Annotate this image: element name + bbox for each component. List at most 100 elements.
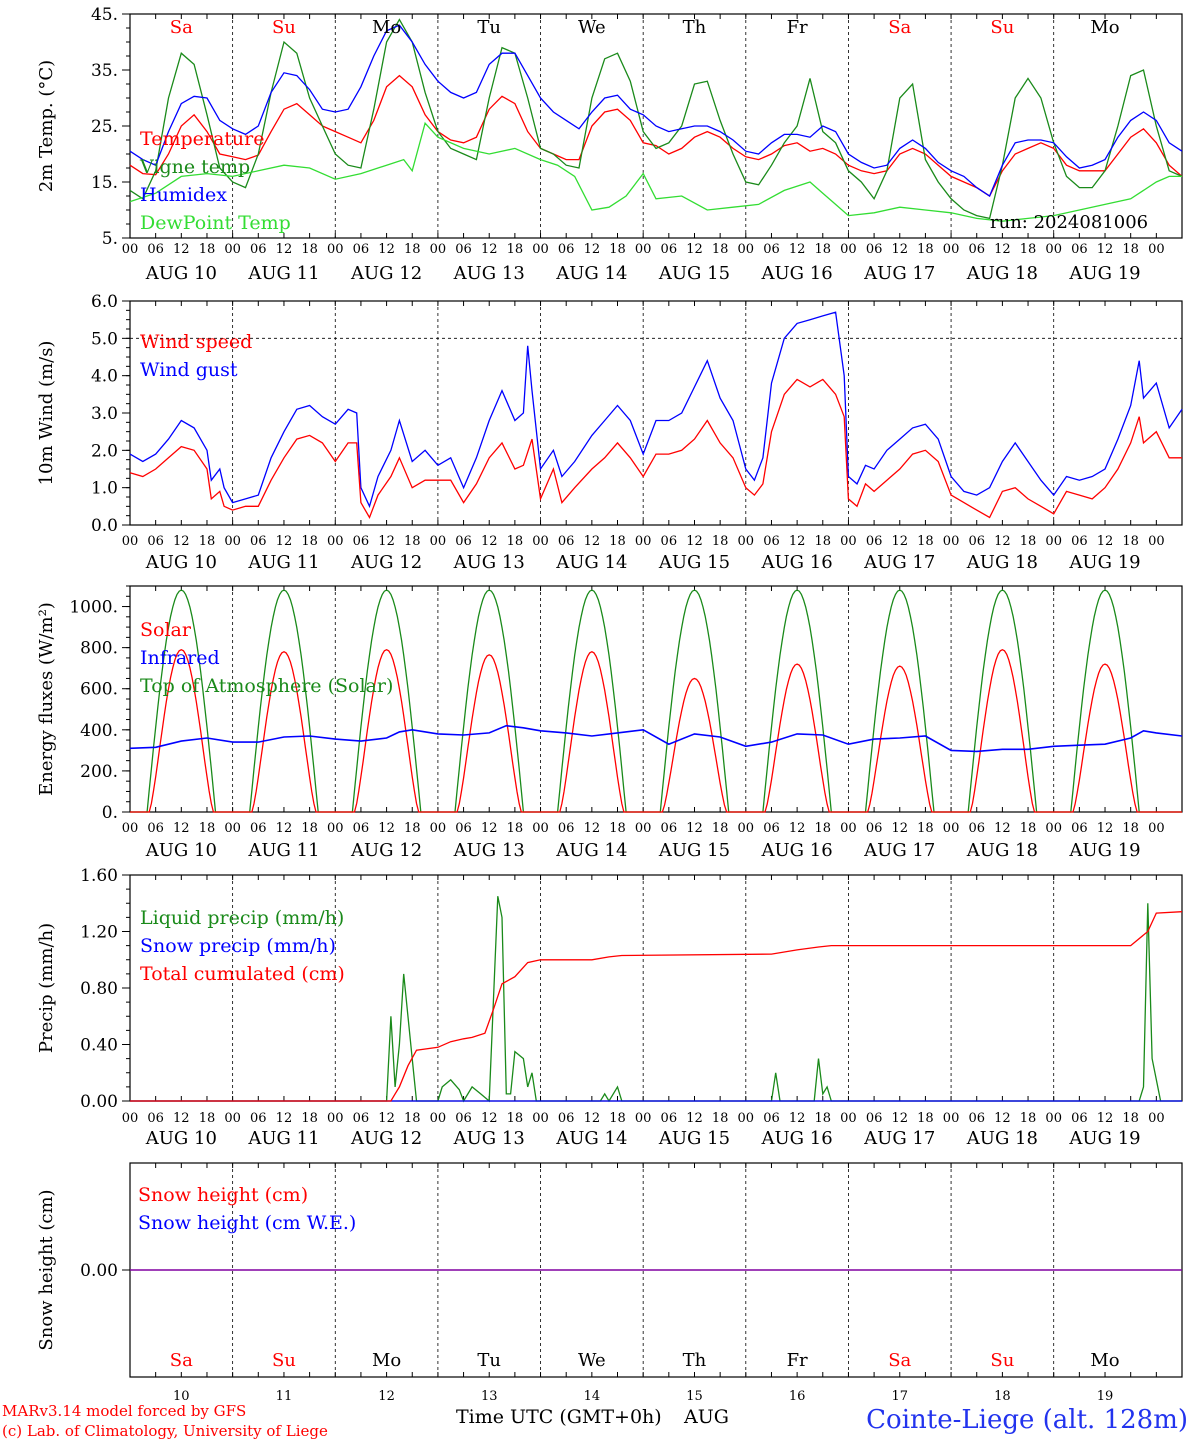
date-label: AUG 19 <box>1068 263 1140 284</box>
hour-tick-label: 12 <box>378 534 395 549</box>
y-tick-label: 0.00 <box>80 1092 118 1112</box>
hour-tick-label: 00 <box>1045 242 1062 257</box>
hour-tick-label: 00 <box>943 242 960 257</box>
hour-tick-label: 06 <box>147 534 164 549</box>
hour-tick-label: 18 <box>815 1111 832 1126</box>
hour-tick-label: 00 <box>738 242 755 257</box>
hour-tick-label: 18 <box>199 534 216 549</box>
series-solar-line <box>130 648 1182 813</box>
panel-frame <box>129 585 1183 813</box>
hour-tick-label: 06 <box>353 821 370 836</box>
hour-tick-label: 12 <box>173 821 190 836</box>
hour-tick-label: 00 <box>430 1111 447 1126</box>
date-label: AUG 18 <box>966 1128 1038 1149</box>
hour-tick-label: 00 <box>635 534 652 549</box>
hour-tick-label: 00 <box>840 242 857 257</box>
date-label: AUG 15 <box>658 552 730 573</box>
hour-tick-label: 00 <box>943 821 960 836</box>
hour-tick-label: 18 <box>301 534 318 549</box>
hour-tick-label: 06 <box>661 242 678 257</box>
day-number-label: 19 <box>1097 1389 1114 1404</box>
hour-tick-label: 18 <box>1122 242 1139 257</box>
hour-tick-label: 06 <box>353 1111 370 1126</box>
series-wind-speed-line <box>129 378 1182 520</box>
hour-tick-label: 06 <box>763 242 780 257</box>
y-tick-label: 5. <box>102 229 118 249</box>
hour-tick-label: 06 <box>147 1111 164 1126</box>
date-label: AUG 15 <box>658 840 730 861</box>
panel-5: 0.00 Snow height (cm) Snow height (cm) Snow… <box>36 1162 1183 1404</box>
hour-tick-label: 12 <box>584 534 601 549</box>
y-tick-label: 400. <box>80 721 118 741</box>
hour-tick-label: 18 <box>712 242 729 257</box>
hour-tick-label: 12 <box>1097 534 1114 549</box>
hour-tick-label: 18 <box>404 534 421 549</box>
hour-tick-label: 00 <box>430 534 447 549</box>
day-name: Mo <box>1090 17 1119 38</box>
hour-tick-label: 00 <box>635 821 652 836</box>
hour-tick-label: 18 <box>301 1111 318 1126</box>
date-label: AUG 11 <box>247 1128 319 1149</box>
y-axis-label: Precip (mm/h) <box>36 923 57 1053</box>
hour-tick-label: 06 <box>661 534 678 549</box>
hour-tick-label: 18 <box>507 242 524 257</box>
hour-tick-label: 06 <box>968 1111 985 1126</box>
date-label: AUG 17 <box>863 263 935 284</box>
hour-tick-label: 18 <box>609 1111 626 1126</box>
legend-entry: Humidex <box>140 184 227 206</box>
hour-tick-label: 18 <box>1020 1111 1037 1126</box>
hour-tick-label: 18 <box>1020 242 1037 257</box>
y-tick-label: 200. <box>80 762 118 782</box>
date-label: AUG 19 <box>1068 552 1140 573</box>
date-label: AUG 18 <box>966 840 1038 861</box>
y-tick-label: 3.0 <box>91 404 118 424</box>
day-number-label: 16 <box>789 1389 806 1404</box>
panel-3: 1000. 800. 600. 400. 200. 0. Energy fluxes (W/… <box>36 585 1183 861</box>
date-label: AUG 12 <box>350 1128 422 1149</box>
hour-tick-label: 12 <box>686 821 703 836</box>
panel-2: 6.0 5.0 4.0 3.0 2.0 1.0 0.0 10m Wind (m/s) 00 06 1… <box>36 292 1183 573</box>
date-label: AUG 15 <box>658 1128 730 1149</box>
date-label: AUG 10 <box>145 263 217 284</box>
day-number-label: 13 <box>481 1389 498 1404</box>
day-name: Su <box>272 17 296 38</box>
hour-tick-label: 12 <box>276 534 293 549</box>
series-wind-gust-line <box>129 311 1183 509</box>
hour-tick-label: 18 <box>301 242 318 257</box>
hour-tick-label: 12 <box>584 242 601 257</box>
hour-tick-label: 06 <box>661 1111 678 1126</box>
hour-tick-label: 18 <box>301 821 318 836</box>
hour-tick-label: 18 <box>609 534 626 549</box>
panel-frame <box>129 300 1183 526</box>
hour-tick-label: 12 <box>276 242 293 257</box>
hour-tick-label: 12 <box>378 821 395 836</box>
hour-tick-label: 18 <box>609 242 626 257</box>
legend-entry: Wind gust <box>140 359 238 381</box>
legend-entry: Solar <box>140 619 192 641</box>
day-name: Sa <box>170 1350 193 1371</box>
hour-tick-label: 12 <box>789 821 806 836</box>
y-tick-label: 800. <box>80 639 118 659</box>
hour-tick-label: 12 <box>173 1111 190 1126</box>
hour-tick-label: 06 <box>250 242 267 257</box>
hour-tick-label: 00 <box>224 1111 241 1126</box>
day-name: Th <box>683 1350 707 1371</box>
date-label: AUG 10 <box>145 840 217 861</box>
day-number-label: 18 <box>994 1389 1011 1404</box>
hour-tick-label: 12 <box>481 242 498 257</box>
hour-tick-label: 12 <box>994 242 1011 257</box>
day-name: We <box>578 1350 606 1371</box>
hour-tick-label: 00 <box>840 821 857 836</box>
y-tick-label: 1.0 <box>91 479 118 499</box>
legend-entry: Infrared <box>140 647 220 669</box>
date-label: AUG 16 <box>761 840 833 861</box>
hour-tick-label: 18 <box>1020 534 1037 549</box>
y-tick-label: 45. <box>91 5 118 25</box>
day-name: Su <box>990 1350 1014 1371</box>
hour-tick-label: 00 <box>532 242 549 257</box>
hour-tick-label: 00 <box>532 534 549 549</box>
y-axis-label: 10m Wind (m/s) <box>36 341 57 486</box>
hour-tick-label: 00 <box>943 1111 960 1126</box>
y-axis-label: 2m Temp. (°C) <box>36 60 57 192</box>
hour-tick-label: 00 <box>1045 821 1062 836</box>
